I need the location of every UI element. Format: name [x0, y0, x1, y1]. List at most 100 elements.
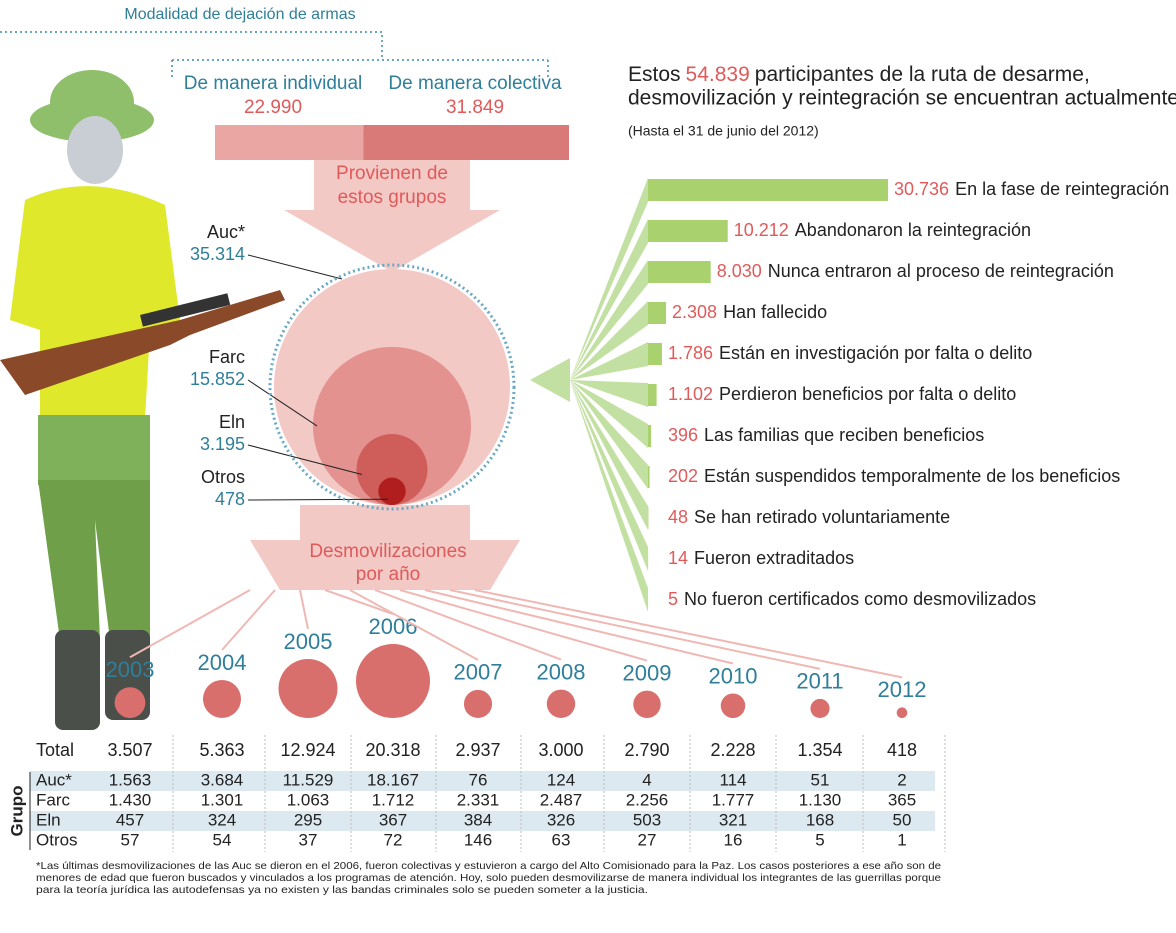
total-cell: 2.228: [710, 740, 755, 760]
year-label: 2011: [796, 669, 843, 694]
table-cell: 1.777: [712, 790, 755, 809]
year-line: [222, 590, 275, 650]
group-value: 478: [215, 489, 245, 509]
modalidad-title: Modalidad de dejación de armas: [124, 6, 355, 23]
funnel-label: por año: [356, 564, 420, 585]
status-text: Fueron extraditados: [694, 548, 854, 568]
table-cell: 503: [633, 810, 661, 829]
row-label: Otros: [36, 830, 78, 849]
status-value: 396: [668, 425, 698, 445]
status-bar: [648, 261, 711, 283]
table-cell: 2.331: [457, 790, 500, 809]
footnote: menores de edad que fueron buscados y vi…: [36, 872, 941, 884]
status-value: 48: [668, 507, 688, 527]
status-value: 10.212: [734, 220, 789, 240]
table-cell: 51: [811, 770, 830, 789]
row-label: Auc*: [36, 770, 72, 789]
year-bubble: [278, 659, 337, 718]
soldier-illustration: [0, 70, 285, 730]
year-bubble: [203, 680, 241, 718]
group-label: Grupo: [7, 786, 26, 837]
status-bar: [648, 179, 888, 201]
status-label: 2.308 Han fallecido: [672, 302, 827, 322]
table-cell: 384: [464, 810, 492, 829]
table-cell: 11.529: [283, 770, 334, 789]
status-value: 8.030: [717, 261, 762, 281]
year-bubble: [547, 690, 575, 718]
table-cell: 168: [806, 810, 834, 829]
total-cell: 418: [887, 740, 917, 760]
group-name: Eln: [219, 412, 245, 432]
status-label: 10.212Abandonaron la reintegración: [734, 220, 1031, 240]
table-cell: 50: [893, 810, 912, 829]
funnel-label: Provienen de: [336, 163, 448, 184]
funnel-label: estos grupos: [338, 187, 447, 208]
year-label: 2003: [106, 657, 155, 682]
status-text: Han fallecido: [723, 302, 827, 322]
header-note: (Hasta el 31 de junio del 2012): [628, 123, 819, 139]
row-label: Eln: [36, 810, 61, 829]
table-cell: 146: [464, 830, 492, 849]
table-cell: 1: [897, 830, 906, 849]
table-cell: 295: [294, 810, 322, 829]
table-cell: 5: [815, 830, 824, 849]
status-text: Nunca entraron al proceso de reintegraci…: [768, 261, 1114, 281]
table-cell: 1.712: [372, 790, 415, 809]
table-cell: 18.167: [367, 770, 419, 789]
year-label: 2004: [198, 650, 247, 675]
modalidad-value: 31.849: [446, 97, 504, 118]
total-cell: 2.937: [455, 740, 500, 760]
modalidad-bar: [215, 125, 363, 160]
status-value: 2.308: [672, 302, 717, 322]
header-part: 54.839: [686, 63, 750, 86]
total-cell: 12.924: [280, 740, 335, 760]
table-cell: 27: [638, 830, 657, 849]
status-text: En la fase de reintegración: [955, 179, 1169, 199]
year-bubble: [897, 707, 908, 718]
status-label: 30.736 En la fase de reintegración: [894, 179, 1169, 199]
status-label: 8.030 Nunca entraron al proceso de reinte…: [717, 261, 1114, 281]
status-label: 396Las familias que reciben beneficios: [668, 425, 984, 445]
status-text: No fueron certificados como desmovilizad…: [684, 589, 1036, 609]
table-cell: 3.684: [201, 770, 244, 789]
status-bar: [648, 466, 650, 488]
modalidad-name: De manera colectiva: [388, 73, 562, 94]
year-label: 2007: [454, 660, 503, 685]
modalidad-bar: [363, 125, 569, 160]
footnote: para la teoría jurídica las autodefensas…: [36, 884, 648, 896]
table-cell: 324: [208, 810, 236, 829]
table-cell: 57: [121, 830, 140, 849]
status-bar: [648, 384, 657, 406]
leader-line: [248, 255, 342, 279]
modalidad-value: 22.990: [244, 97, 302, 118]
table-cell: 2.256: [626, 790, 669, 809]
table-cell: 4: [642, 770, 651, 789]
status-bar: [648, 220, 728, 242]
table-cell: 1.130: [799, 790, 842, 809]
status-value: 14: [668, 548, 688, 568]
table-cell: 37: [299, 830, 318, 849]
year-label: 2012: [878, 677, 927, 702]
group-circle: [378, 478, 405, 505]
total-cell: 20.318: [365, 740, 420, 760]
table-cell: 1.430: [109, 790, 152, 809]
table-cell: 326: [547, 810, 575, 829]
group-name: Auc*: [207, 222, 245, 242]
status-value: 1.786: [668, 343, 713, 363]
year-label: 2008: [537, 659, 586, 684]
table-cell: 2: [897, 770, 906, 789]
bracket: [0, 32, 382, 60]
total-cell: 3.507: [107, 740, 152, 760]
footnote: *Las últimas desmovilizaciones de las Au…: [36, 860, 941, 872]
status-value: 202: [668, 466, 698, 486]
year-label: 2006: [369, 614, 418, 639]
table-cell: 457: [116, 810, 144, 829]
total-cell: 5.363: [199, 740, 244, 760]
status-value: 30.736: [894, 179, 949, 199]
group-name: Otros: [201, 467, 245, 487]
status-bar: [648, 425, 651, 447]
total-cell: 1.354: [797, 740, 842, 760]
